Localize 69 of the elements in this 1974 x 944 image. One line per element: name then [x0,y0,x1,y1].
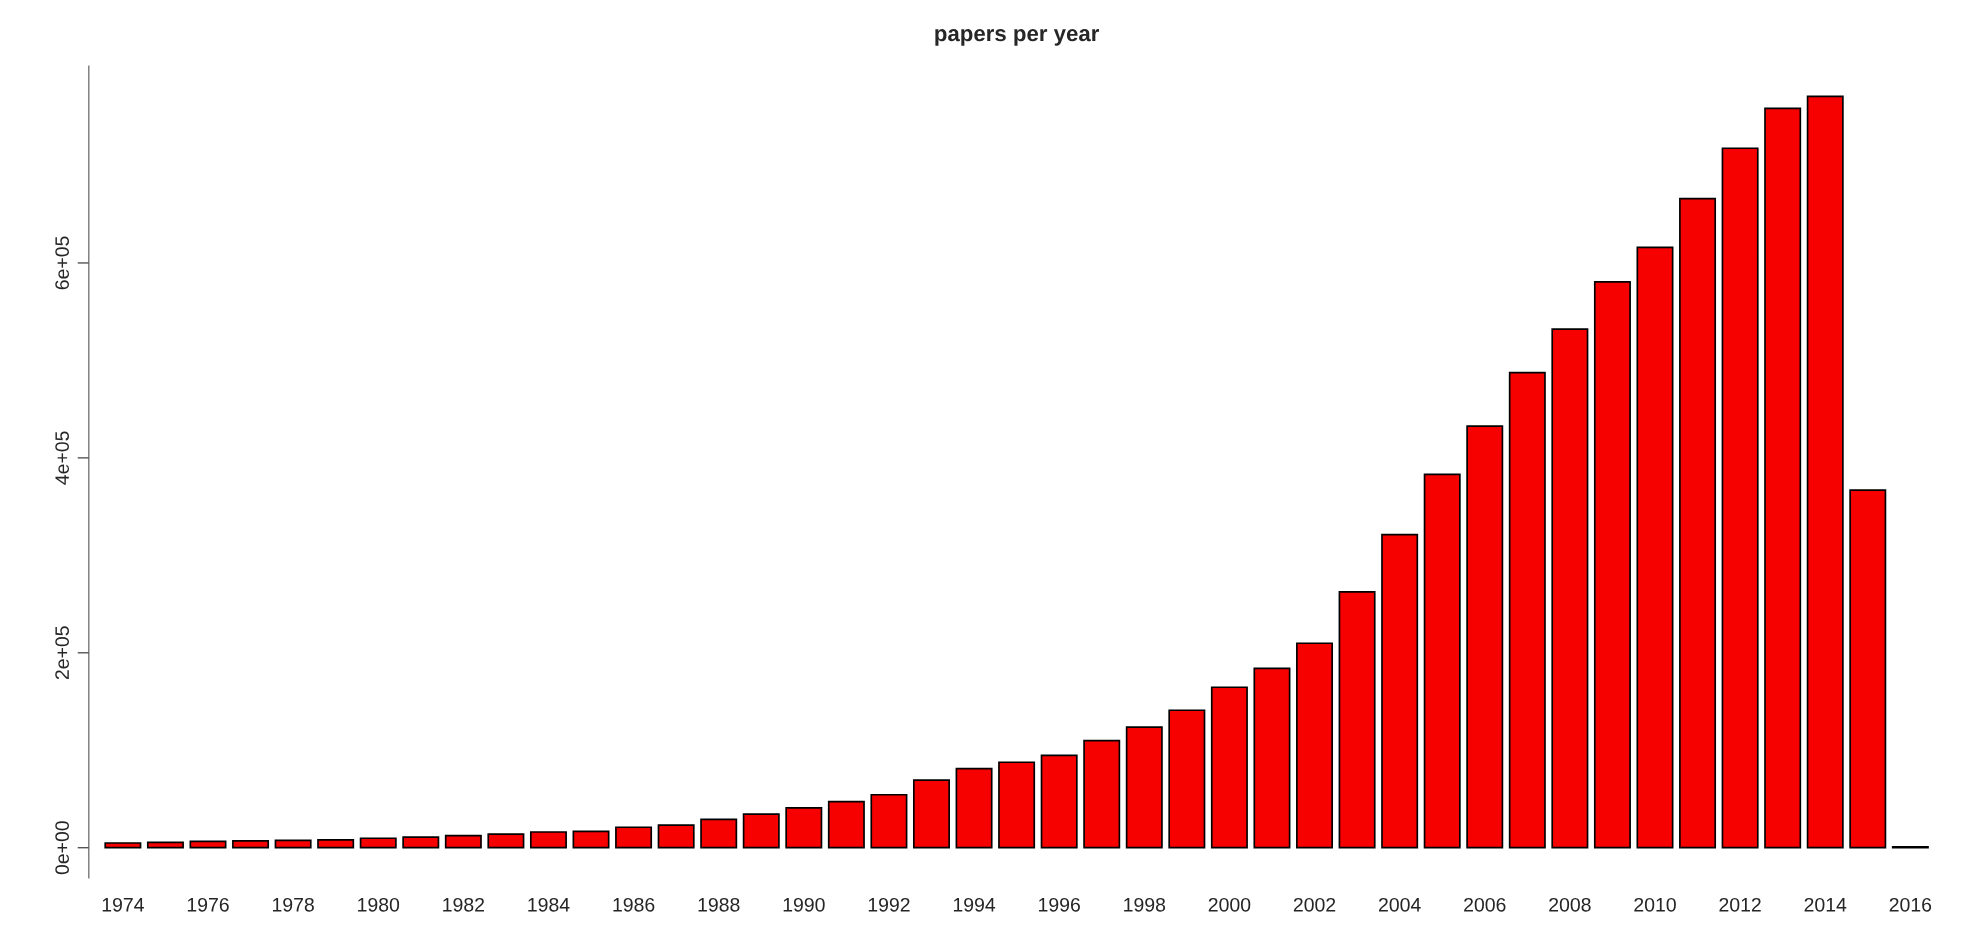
bar [657,824,695,849]
x-tick-label: 2000 [1208,897,1251,912]
bar [189,840,227,849]
x-tick-label: 1994 [953,897,996,912]
bar [1721,147,1759,849]
x-tick-label: 1976 [187,897,229,912]
bar [1593,281,1631,849]
bar [998,761,1036,849]
bar [1636,246,1674,849]
bar [232,840,270,849]
bar [1210,686,1248,849]
bar [1381,533,1419,849]
bar [742,813,780,849]
bar [1466,425,1504,849]
x-tick-label: 1980 [358,897,400,912]
x-tick-label: 2008 [1549,897,1591,912]
y-tick-label: 2e+05 [55,626,70,680]
x-tick-label: 2014 [1804,897,1847,912]
x-tick-label: 1986 [613,897,655,912]
bar [1083,739,1121,849]
x-tick-label: 1990 [783,897,825,912]
bar [615,826,653,849]
y-tick-label: 6e+05 [55,236,70,290]
x-tick-label: 2002 [1293,897,1336,912]
x-tick-label: 2012 [1719,897,1761,912]
bar [1125,726,1163,849]
bar [572,830,610,849]
x-tick-label: 1992 [868,897,910,912]
bar [402,836,440,849]
x-tick-label: 1974 [102,897,144,912]
bar [359,837,397,849]
bar [1551,328,1589,849]
bar [1253,667,1291,849]
bar [487,833,525,849]
x-tick-label: 2004 [1378,897,1421,912]
bar [1679,197,1717,849]
bar [1423,473,1461,849]
x-tick-label: 1988 [698,897,740,912]
bar [1296,642,1334,849]
x-tick-label: 2010 [1634,897,1676,912]
x-tick-label: 2006 [1464,897,1506,912]
bar [1168,709,1206,849]
bar [1040,754,1078,849]
x-tick-label: 1998 [1124,897,1166,912]
bar [1764,107,1802,849]
bar [1508,371,1546,849]
x-tick-label: 1984 [528,897,570,912]
bar [317,838,355,849]
bar [955,767,993,849]
bar [104,842,142,849]
bar [870,793,908,849]
bar [444,834,482,849]
y-tick-label: 4e+05 [55,431,70,485]
bar [529,831,567,849]
bar [1806,95,1844,849]
bar [1849,489,1887,849]
bar [700,818,738,849]
bar [785,807,823,849]
x-tick-label: 1996 [1039,897,1080,912]
x-tick-label: 1982 [443,897,484,912]
bar [146,841,184,849]
bar [274,839,312,849]
bar [827,800,865,849]
bar [1338,591,1376,849]
x-tick-label: 2016 [1889,897,1932,912]
bar [912,779,950,849]
x-tick-label: 1978 [272,897,314,912]
y-tick-label: 0e+00 [55,821,70,875]
chart-title: papers per year [935,29,1100,46]
